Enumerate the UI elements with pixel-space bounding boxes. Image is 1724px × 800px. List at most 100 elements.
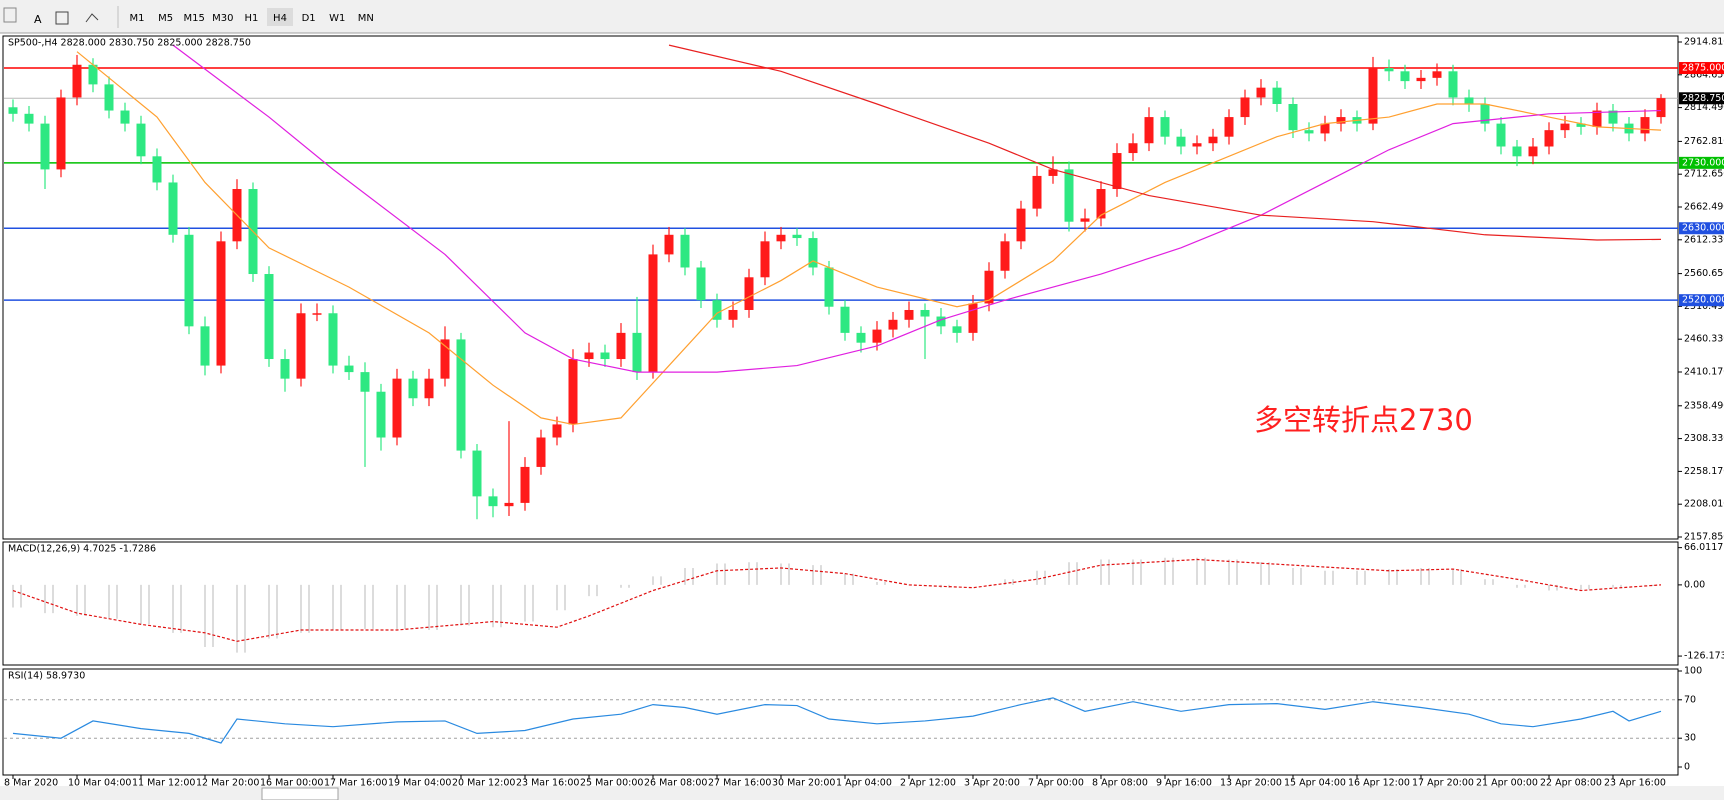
x-tick-label: 27 Mar 16:00	[708, 778, 771, 789]
panel-title: RSI(14) 58.9730	[8, 671, 85, 682]
candle-body	[56, 97, 66, 170]
candle-body	[760, 241, 770, 278]
x-tick-label: 16 Mar 00:00	[260, 778, 323, 789]
candle-body	[904, 309, 914, 320]
timeframe-label[interactable]: W1	[329, 13, 345, 24]
candle-body	[472, 450, 482, 497]
candle-body	[1176, 136, 1186, 147]
candle-body	[104, 84, 114, 111]
candle-body	[1224, 117, 1234, 137]
candle-body	[1240, 97, 1250, 118]
candle-body	[584, 352, 594, 360]
candle-body	[680, 234, 690, 268]
candle-body	[1400, 71, 1410, 82]
timeframe-label[interactable]: M1	[130, 13, 145, 24]
x-tick-label: 21 Apr 00:00	[1476, 778, 1538, 789]
candle-body	[184, 234, 194, 327]
timeframe-label[interactable]: M15	[184, 13, 205, 24]
y-tick-label: 2662.490	[1684, 202, 1724, 213]
candle-body	[1128, 143, 1138, 154]
timeframe-label[interactable]: M30	[212, 13, 233, 24]
candle-body	[456, 339, 466, 451]
candle-body	[1064, 169, 1074, 222]
candle-body	[1416, 77, 1426, 82]
x-tick-label: 26 Mar 08:00	[644, 778, 707, 789]
timeframe-label[interactable]: H4	[273, 13, 287, 24]
candle-body	[216, 241, 226, 366]
y-tick-label: 30	[1684, 733, 1696, 744]
candle-body	[728, 309, 738, 320]
tool-label-icon[interactable]	[55, 11, 69, 25]
candle-body	[1160, 117, 1170, 137]
level-label: 2630.000	[1682, 223, 1724, 234]
x-tick-label: 10 Mar 04:00	[68, 778, 131, 789]
candle-body	[296, 313, 306, 379]
candle-body	[696, 267, 706, 301]
candle-body	[1000, 241, 1010, 271]
timeframe-label[interactable]: D1	[302, 13, 316, 24]
timeframe-label[interactable]: M5	[158, 13, 173, 24]
candle-body	[1480, 103, 1490, 124]
candle-body	[648, 254, 658, 373]
candle-body	[1032, 175, 1042, 209]
panel-frame	[2, 541, 1679, 666]
candle-body	[664, 234, 674, 255]
y-tick-label: 70	[1684, 694, 1696, 705]
candle-body	[1368, 68, 1378, 124]
chart-tab[interactable]	[261, 787, 339, 800]
indicator-line	[12, 697, 1662, 744]
indicator-line	[12, 558, 1662, 642]
candle-body	[488, 496, 498, 507]
candle-body	[1272, 87, 1282, 104]
timeframe-label[interactable]: MN	[358, 13, 374, 24]
y-tick-label: 2864.650	[1684, 69, 1724, 80]
y-tick-label: 2914.810	[1684, 37, 1724, 48]
level-label-bg	[1679, 294, 1724, 307]
candle-body	[920, 309, 930, 317]
candle-body	[200, 326, 210, 366]
timeframe-button[interactable]	[267, 8, 293, 26]
candle-body	[1496, 123, 1506, 147]
candle-body	[1512, 146, 1522, 157]
candle-body	[392, 378, 402, 438]
candle-body	[1384, 68, 1394, 72]
panel-frame	[2, 668, 1679, 776]
candle-body	[424, 378, 434, 399]
candle-body	[24, 113, 34, 124]
x-tick-label: 15 Apr 04:00	[1284, 778, 1346, 789]
candle-body	[1528, 146, 1538, 157]
x-tick-label: 8 Mar 2020	[4, 778, 58, 789]
candle-body	[856, 332, 866, 343]
candle-body	[1640, 117, 1650, 134]
tool-draw-icon[interactable]	[85, 13, 99, 23]
candle-body	[744, 277, 754, 310]
timeframe-label[interactable]: H1	[244, 13, 258, 24]
level-label-bg	[1679, 92, 1724, 105]
candle-body	[1656, 98, 1666, 118]
x-tick-label: 17 Apr 20:00	[1412, 778, 1474, 789]
x-tick-label: 1 Apr 04:00	[836, 778, 892, 789]
tool-text[interactable]: A	[34, 13, 42, 26]
candle-body	[1016, 208, 1026, 242]
candle-body	[1576, 123, 1586, 127]
candle-body	[408, 378, 418, 399]
y-tick-label: 2560.650	[1684, 268, 1724, 279]
x-tick-label: 19 Mar 04:00	[388, 778, 451, 789]
y-tick-label: 2258.170	[1684, 466, 1724, 477]
indicator-line	[172, 44, 1662, 373]
candle-body	[1592, 110, 1602, 127]
candle-body	[1256, 87, 1266, 98]
x-tick-label: 25 Mar 00:00	[580, 778, 643, 789]
candle-body	[120, 110, 130, 124]
candle-body	[280, 359, 290, 379]
y-tick-label: 2814.490	[1684, 102, 1724, 113]
x-tick-label: 23 Apr 16:00	[1604, 778, 1666, 789]
x-tick-label: 17 Mar 16:00	[324, 778, 387, 789]
y-tick-label: 2460.330	[1684, 334, 1724, 345]
candle-body	[616, 332, 626, 360]
toolbar-icon[interactable]	[3, 7, 17, 23]
y-tick-label: 2410.170	[1684, 367, 1724, 378]
candle-body	[952, 326, 962, 333]
candle-body	[168, 182, 178, 235]
